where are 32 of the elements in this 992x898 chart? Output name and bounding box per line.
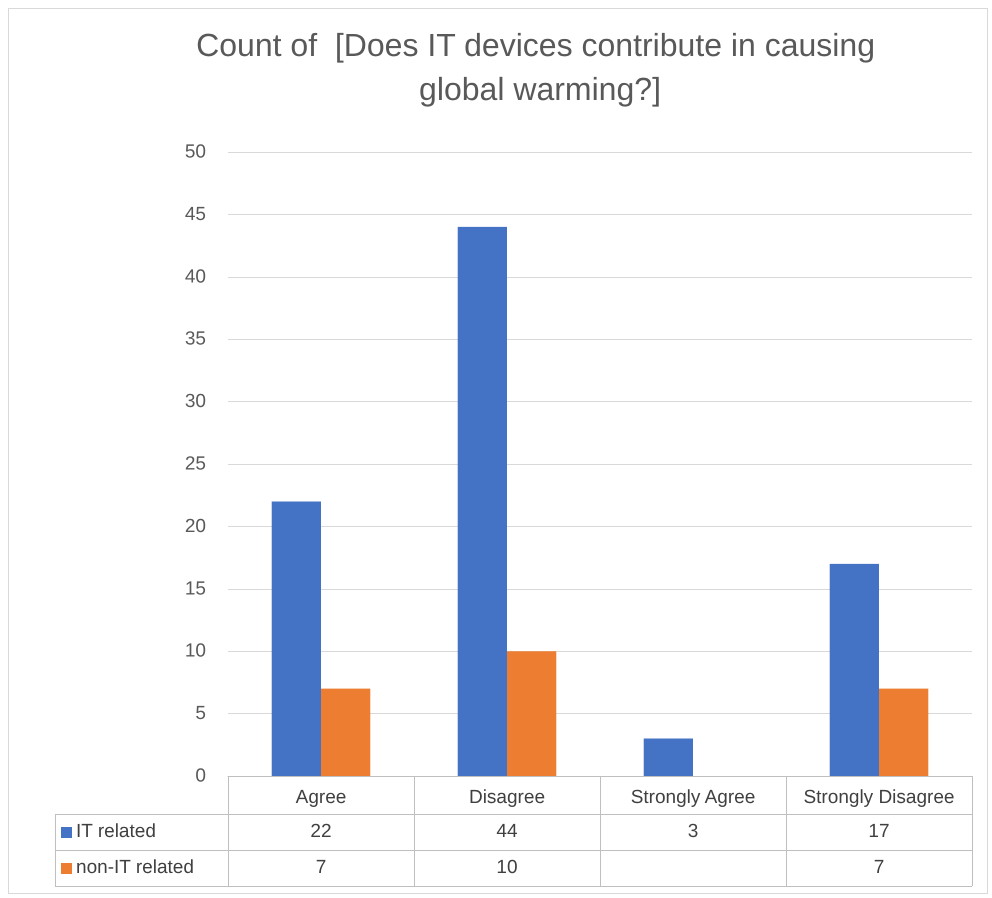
y-tick-label: 30 xyxy=(184,391,206,412)
bar xyxy=(272,501,321,776)
data-label: 17 xyxy=(867,820,891,844)
x-tick-label: Strongly Disagree xyxy=(803,787,955,808)
y-tick-label: 40 xyxy=(184,266,206,288)
y-tick-label: 45 xyxy=(184,204,206,225)
data-label: 10 xyxy=(495,856,519,880)
data-label: 3 xyxy=(686,820,700,844)
bar xyxy=(507,651,556,776)
data-label: 7 xyxy=(872,856,886,880)
y-tick-label: 25 xyxy=(184,454,206,474)
x-tick-label: Disagree xyxy=(468,787,546,808)
y-tick-label: 20 xyxy=(184,516,206,537)
bar xyxy=(644,738,693,776)
bar xyxy=(879,688,928,776)
y-tick-label: 5 xyxy=(195,703,206,724)
y-tick-label: 10 xyxy=(184,640,206,662)
y-tick-label: 50 xyxy=(184,142,206,162)
data-label: 22 xyxy=(309,820,333,844)
legend-label: non-IT related xyxy=(75,856,195,880)
y-tick-label: 0 xyxy=(195,766,206,786)
legend-label: IT related xyxy=(75,820,157,844)
x-tick-label: Strongly Agree xyxy=(630,787,756,808)
bar xyxy=(458,226,507,776)
y-tick-label: 35 xyxy=(184,328,206,350)
bar xyxy=(830,564,879,776)
y-tick-label: 15 xyxy=(184,578,206,600)
chart-title: Count of [Does IT devices contribute in causing global warming?] xyxy=(196,27,884,107)
data-label: 44 xyxy=(495,820,519,844)
x-tick-label: Agree xyxy=(296,787,346,808)
bar xyxy=(321,688,370,776)
data-label: 7 xyxy=(314,856,328,880)
